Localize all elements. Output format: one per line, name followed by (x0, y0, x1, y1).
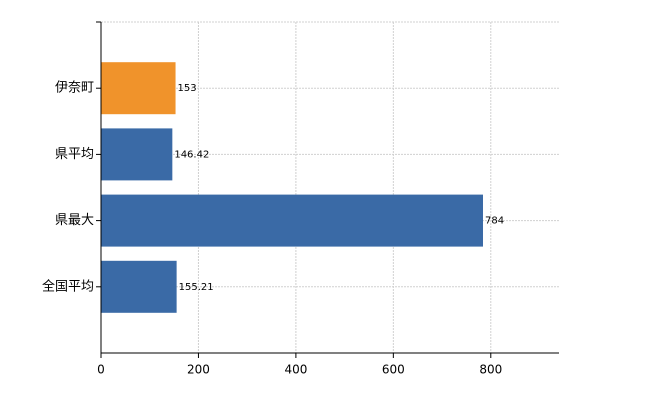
value-label: 155.21 (179, 282, 214, 293)
bar (101, 62, 176, 115)
x-tick-label: 0 (97, 363, 105, 377)
y-tick-label: 県最大 (55, 213, 94, 228)
value-label: 784 (485, 216, 504, 227)
y-tick-label: 伊奈町 (55, 81, 94, 96)
bar (101, 128, 173, 181)
y-tick-label: 全国平均 (42, 278, 94, 294)
x-tick-label: 200 (187, 363, 210, 377)
x-tick-label: 400 (284, 363, 307, 377)
value-label: 153 (178, 83, 197, 94)
bar (101, 194, 483, 247)
x-tick-label: 800 (479, 363, 502, 377)
x-tick-label: 600 (382, 363, 405, 377)
y-tick-label: 県平均 (55, 147, 94, 162)
bar (101, 260, 177, 313)
value-label: 146.42 (174, 149, 209, 160)
